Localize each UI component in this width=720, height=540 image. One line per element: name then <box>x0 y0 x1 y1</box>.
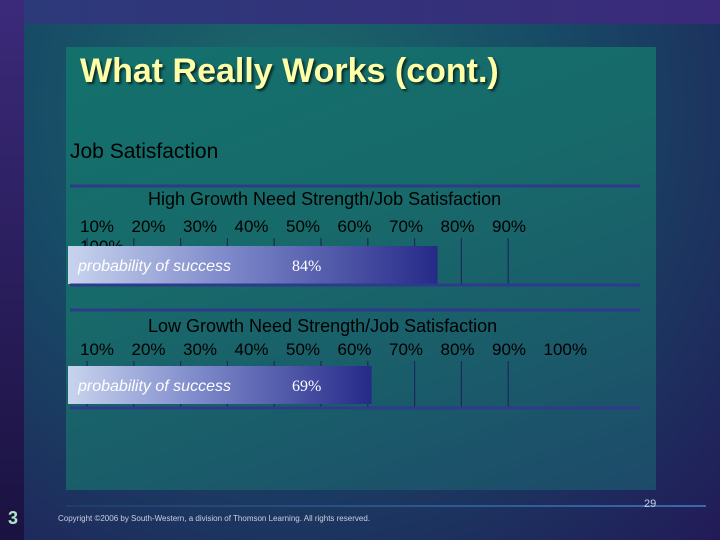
chart-2-tick-label: 10% <box>80 340 114 359</box>
chart-2-tick-label: 20% <box>132 340 166 359</box>
chart-2-tick-label: 100% <box>544 340 587 359</box>
chart-layer: High Growth Need Strength/Job Satisfacti… <box>68 184 640 410</box>
chart-1-tick-label: 30% <box>183 217 217 236</box>
slide-title: What Really Works (cont.) <box>80 52 499 90</box>
chart-1-tick-label: 10% <box>80 217 114 236</box>
chart-2-tick-label: 40% <box>235 340 269 359</box>
footer-divider <box>66 505 706 507</box>
chart-1-value-label: 84% <box>292 258 321 275</box>
left-decorative-band <box>0 0 24 540</box>
slide-number: 3 <box>8 508 19 528</box>
slide-subtitle: Job Satisfaction <box>70 140 219 163</box>
chart-2-tick-label: 60% <box>338 340 372 359</box>
chart-1-title: High Growth Need Strength/Job Satisfacti… <box>148 189 501 209</box>
chart-2-tick-label: 50% <box>286 340 320 359</box>
chart-2-bar <box>68 366 372 404</box>
chart-1-category-label: probability of success <box>77 258 231 275</box>
chart-1-tick-label: 70% <box>389 217 423 236</box>
chart-2-tick-label: 90% <box>492 340 526 359</box>
chart-1-tick-label: 20% <box>132 217 166 236</box>
chart-2-value-label: 69% <box>292 378 321 395</box>
chart-2-title: Low Growth Need Strength/Job Satisfactio… <box>148 316 497 336</box>
copyright-notice: Copyright ©2006 by South-Western, a divi… <box>58 514 370 523</box>
chart-2-tick-label: 30% <box>183 340 217 359</box>
top-decorative-band <box>24 0 720 24</box>
chart-2-tick-label: 80% <box>441 340 475 359</box>
chart-1-tick-label: 80% <box>441 217 475 236</box>
chart-2-category-label: probability of success <box>77 378 231 395</box>
chart-1-tick-label: 40% <box>235 217 269 236</box>
page-number: 29 <box>644 498 657 510</box>
chart-1-tick-label: 60% <box>338 217 372 236</box>
chart-1-tick-label: 90% <box>492 217 526 236</box>
chart-1-bar <box>68 246 438 284</box>
chart-2-tick-label: 70% <box>389 340 423 359</box>
chart-1-tick-label: 50% <box>286 217 320 236</box>
